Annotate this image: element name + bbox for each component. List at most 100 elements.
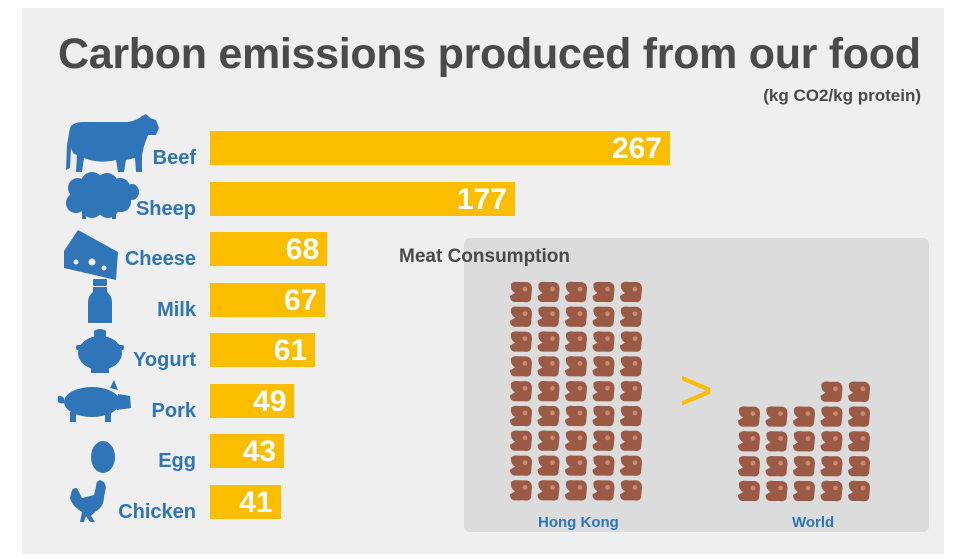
meat-chop-icon <box>793 480 815 502</box>
meat-chop-icon <box>820 455 843 477</box>
meat-chop-icon <box>620 306 642 327</box>
bar-sheep <box>210 181 515 216</box>
bar-value-chicken: 41 <box>239 485 273 519</box>
category-label-yogurt: Yogurt <box>133 349 196 371</box>
bar-beef <box>210 131 670 165</box>
meat-consumption-title: Meat Consumption <box>399 246 570 267</box>
meat-chop-icon <box>620 331 642 352</box>
bar-value-beef: 267 <box>611 132 662 165</box>
meat-chop-icon <box>592 380 615 402</box>
meat-chop-icon <box>620 380 642 402</box>
cheese-icon <box>64 230 118 280</box>
meat-chop-icon <box>510 405 532 427</box>
meat-chop-icon <box>537 455 560 476</box>
unit-label: (kg CO2/kg protein) <box>763 86 921 105</box>
chart-title: Carbon emissions produced from our food <box>58 30 921 78</box>
meat-chop-icon <box>620 455 642 476</box>
meat-chop-icon <box>848 406 870 427</box>
meat-chop-icon <box>592 356 615 377</box>
meat-chop-icon <box>793 431 815 452</box>
meat-chop-icon <box>820 431 843 452</box>
bar-pork <box>210 383 295 418</box>
bar-chicken <box>210 484 281 519</box>
meat-chop-icon <box>565 356 587 377</box>
meat-chop-icon <box>537 306 560 327</box>
meat-chop-icon <box>537 356 560 377</box>
svg-text:>: > <box>679 358 713 423</box>
meat-chop-icon <box>510 455 532 476</box>
bar-cheese <box>210 232 328 266</box>
pig-icon <box>57 380 131 422</box>
meat-chop-icon <box>620 480 642 501</box>
bar-value-yogurt: 61 <box>273 334 308 367</box>
meat-chop-icon <box>592 455 615 476</box>
egg-icon <box>91 441 115 473</box>
meat-chop-icon <box>565 331 587 352</box>
category-label-egg: Egg <box>158 450 196 472</box>
bar-egg <box>210 434 285 468</box>
bar-value-sheep: 177 <box>456 182 507 216</box>
meat-chop-icon <box>738 406 760 427</box>
meat-chop-icon <box>765 480 788 502</box>
meat-chop-icon <box>848 431 870 452</box>
meat-chop-icon <box>537 480 560 501</box>
meat-chop-icon <box>537 405 560 427</box>
meat-chop-icon <box>765 455 788 477</box>
category-label-milk: Milk <box>157 298 196 321</box>
meat-chop-icon <box>565 281 587 303</box>
meat-chop-icon <box>848 381 870 402</box>
meat-chop-icon <box>510 480 532 501</box>
meat-chop-icon <box>537 380 560 402</box>
meat-chop-icon <box>537 331 560 352</box>
meat-chop-icon <box>592 480 615 501</box>
meat-chop-icon <box>565 455 587 476</box>
milk-bottle-icon <box>88 279 112 323</box>
meat-chop-icon <box>820 381 843 402</box>
meat-chop-icon <box>793 455 815 477</box>
bar-value-milk: 67 <box>284 283 318 317</box>
meat-chop-icon <box>537 281 560 303</box>
category-label-chicken: Chicken <box>118 500 196 523</box>
meat-chop-icon <box>592 281 615 303</box>
meat-chop-icon <box>738 455 760 477</box>
category-label-pork: Pork <box>151 399 196 422</box>
meat-chop-icon <box>848 455 870 477</box>
yogurt-icon <box>76 329 124 373</box>
meat-chop-icon <box>765 431 788 452</box>
meat-chop-icon <box>565 380 587 402</box>
meat-chop-icon <box>510 331 532 352</box>
meat-chop-icon <box>620 405 642 427</box>
meat-chop-icon <box>510 356 532 377</box>
meat-chop-icon <box>793 406 815 427</box>
meat-chop-icon <box>565 306 587 327</box>
meat-chop-icon <box>565 480 587 501</box>
meat-chop-icon <box>738 431 760 452</box>
meat-chop-icon <box>592 306 615 327</box>
sheep-icon <box>66 172 139 219</box>
hong-kong-caption: Hong Kong <box>538 514 619 531</box>
meat-chop-icon <box>592 430 615 451</box>
meat-chop-icon <box>848 480 870 502</box>
meat-chop-icon <box>592 405 615 427</box>
chicken-icon <box>70 480 106 522</box>
category-label-cheese: Cheese <box>124 248 196 270</box>
meat-chop-icon <box>620 281 642 303</box>
bar-milk <box>210 282 326 317</box>
meat-chop-icon <box>510 380 532 402</box>
meat-chop-icon <box>620 430 642 451</box>
category-label-beef: Beef <box>152 147 196 169</box>
meat-chop-icon <box>565 405 587 427</box>
meat-chop-icon <box>820 480 843 502</box>
meat-chop-icon <box>510 306 532 327</box>
meat-chop-icon <box>565 430 587 451</box>
meat-chop-icon <box>765 406 788 427</box>
meat-chop-icon <box>592 331 615 352</box>
meat-chop-icon <box>510 281 532 303</box>
meat-chop-icon <box>537 430 560 451</box>
bar-value-egg: 43 <box>242 435 277 468</box>
category-label-sheep: Sheep <box>135 197 196 220</box>
bar-yogurt <box>210 333 316 367</box>
